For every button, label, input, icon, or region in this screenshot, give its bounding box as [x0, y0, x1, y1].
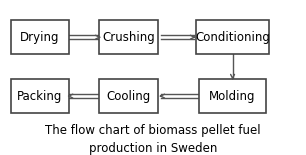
Text: The flow chart of biomass pellet fuel
production in Sweden: The flow chart of biomass pellet fuel pr… — [45, 124, 261, 155]
FancyBboxPatch shape — [196, 20, 269, 54]
FancyBboxPatch shape — [11, 79, 69, 113]
FancyBboxPatch shape — [199, 79, 266, 113]
FancyBboxPatch shape — [99, 79, 158, 113]
Text: Crushing: Crushing — [102, 31, 155, 44]
FancyBboxPatch shape — [11, 20, 69, 54]
Text: Drying: Drying — [20, 31, 60, 44]
Text: Conditioning: Conditioning — [195, 31, 270, 44]
FancyBboxPatch shape — [99, 20, 158, 54]
Text: Molding: Molding — [209, 90, 256, 103]
Text: Packing: Packing — [17, 90, 62, 103]
Text: Cooling: Cooling — [106, 90, 151, 103]
